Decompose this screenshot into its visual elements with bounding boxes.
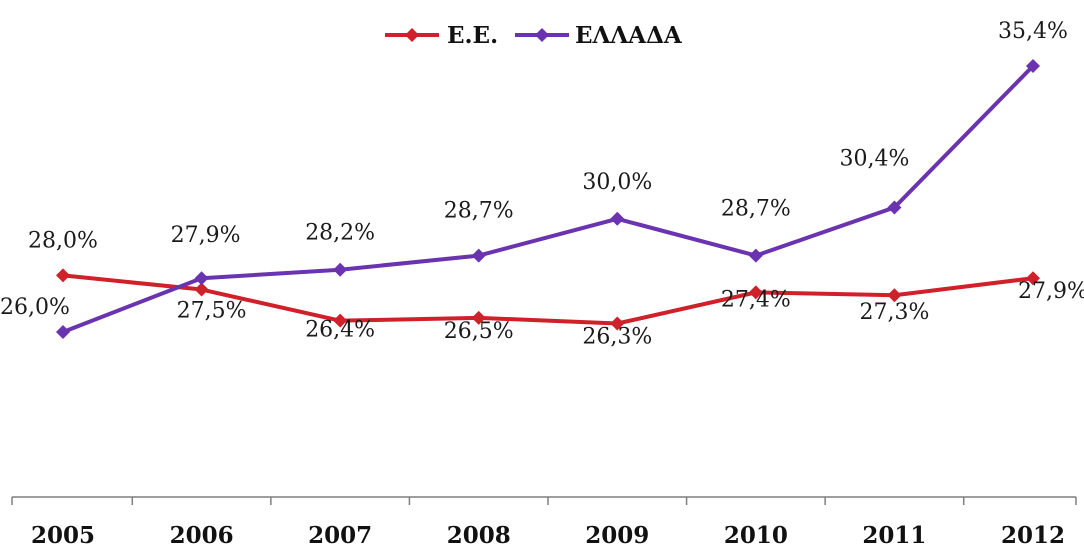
data-label-ee: 26,5% bbox=[444, 319, 514, 344]
series-line-greece bbox=[62, 64, 1035, 334]
x-tick-label: 2010 bbox=[724, 522, 788, 549]
legend: Ε.Ε. ΕΛΛΑΔΑ bbox=[385, 22, 683, 49]
data-point-ee bbox=[333, 313, 348, 328]
data-point-ee bbox=[471, 310, 486, 325]
data-label-greece: 28,2% bbox=[305, 221, 375, 246]
x-tick-label: 2007 bbox=[308, 522, 372, 549]
data-point-ee bbox=[56, 268, 70, 283]
data-label-greece: 28,7% bbox=[444, 199, 514, 224]
data-label-ee: 28,0% bbox=[28, 228, 98, 253]
legend-marker-greece bbox=[535, 28, 549, 42]
series-line-ee bbox=[62, 273, 1034, 326]
data-point-greece bbox=[333, 262, 348, 277]
x-axis: 2005 2006 2007 2008 2009 2010 2011 2012 bbox=[11, 496, 1077, 549]
data-point-greece bbox=[748, 248, 763, 263]
x-tick-label: 2006 bbox=[170, 522, 234, 549]
data-label-ee: 26,4% bbox=[305, 318, 375, 343]
legend-marker-ee bbox=[405, 28, 419, 42]
data-label-greece: 30,0% bbox=[582, 170, 652, 195]
x-tick-label: 2012 bbox=[1001, 522, 1065, 549]
data-point-greece bbox=[194, 271, 209, 286]
data-label-greece: 26,0% bbox=[0, 295, 70, 320]
x-tick-label: 2009 bbox=[585, 522, 649, 549]
x-tick-label: 2011 bbox=[862, 522, 926, 549]
data-label-ee: 27,4% bbox=[721, 287, 791, 312]
data-point-greece bbox=[471, 248, 486, 263]
legend-label-greece: ΕΛΛΑΔΑ bbox=[575, 22, 683, 49]
data-label-greece: 28,7% bbox=[721, 197, 791, 222]
data-point-greece bbox=[1026, 58, 1040, 73]
x-tick-label: 2008 bbox=[447, 522, 511, 549]
data-point-greece bbox=[610, 211, 625, 226]
data-label-ee: 26,3% bbox=[582, 325, 652, 350]
data-labels: 28,0% 27,5% 26,4% 26,5% 26,3% 27,4% 27,3% 27,9%… bbox=[0, 19, 1084, 350]
data-point-greece bbox=[56, 325, 70, 339]
data-label-ee: 27,9% bbox=[1018, 279, 1084, 304]
data-point-ee bbox=[610, 316, 625, 331]
x-tick-label: 2005 bbox=[31, 522, 95, 549]
data-point-ee bbox=[887, 288, 902, 303]
data-point-ee bbox=[194, 282, 209, 297]
legend-label-ee: Ε.Ε. bbox=[447, 22, 498, 49]
data-label-ee: 27,3% bbox=[859, 300, 929, 325]
series-layer bbox=[56, 58, 1040, 339]
data-point-greece bbox=[887, 200, 902, 215]
data-label-greece: 35,4% bbox=[998, 19, 1068, 44]
data-point-ee bbox=[1026, 271, 1040, 286]
data-label-ee: 27,5% bbox=[177, 299, 247, 324]
data-label-greece: 27,9% bbox=[171, 223, 241, 248]
data-label-greece: 30,4% bbox=[839, 146, 909, 171]
data-point-ee bbox=[748, 285, 763, 300]
